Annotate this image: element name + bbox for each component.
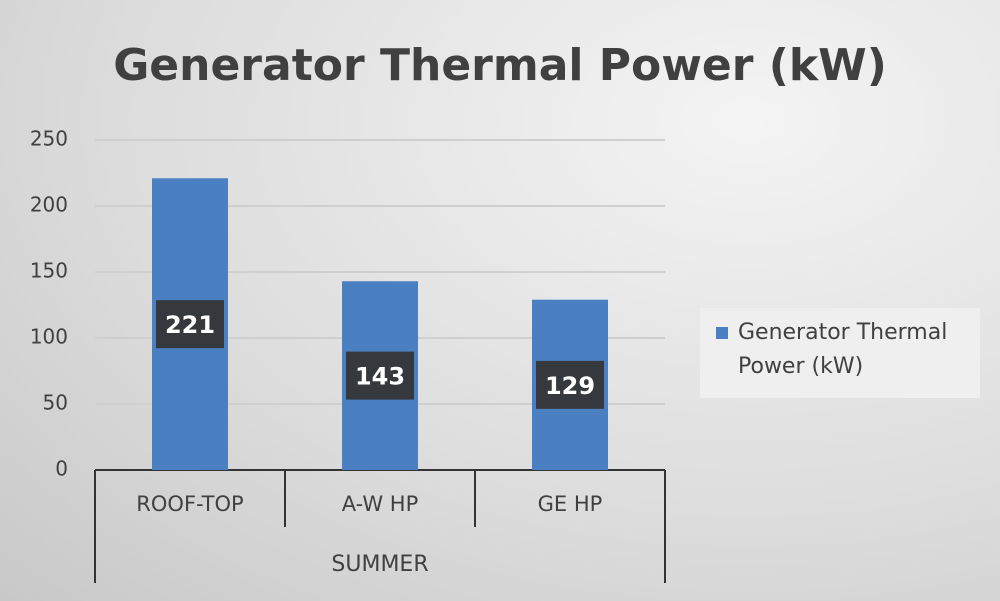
legend-entry: Generator Thermal Power (kW) [712, 316, 977, 384]
data-label: 143 [355, 363, 405, 391]
data-label-box [156, 300, 224, 349]
data-label: 221 [165, 311, 215, 339]
legend-label: Generator Thermal Power (kW) [738, 320, 948, 379]
y-tick-label: 200 [30, 193, 68, 217]
legend-swatch [716, 327, 728, 339]
x-tick-label: A-W HP [342, 492, 419, 516]
legend: Generator Thermal Power (kW) [712, 316, 977, 384]
x-tick-label: ROOF-TOP [136, 492, 243, 516]
x-tick-label: GE HP [538, 492, 603, 516]
y-tick-label: 100 [30, 325, 68, 349]
y-tick-label: 250 [30, 127, 68, 151]
chart-title: Generator Thermal Power (kW) [113, 40, 887, 91]
data-label-box [346, 351, 414, 400]
y-tick-label: 150 [30, 259, 68, 283]
y-tick-label: 0 [55, 457, 68, 481]
data-label: 129 [545, 372, 595, 400]
y-tick-label: 50 [43, 391, 68, 415]
legend-box [700, 308, 980, 398]
data-label-box [536, 360, 604, 409]
group-label: SUMMER [331, 552, 428, 577]
